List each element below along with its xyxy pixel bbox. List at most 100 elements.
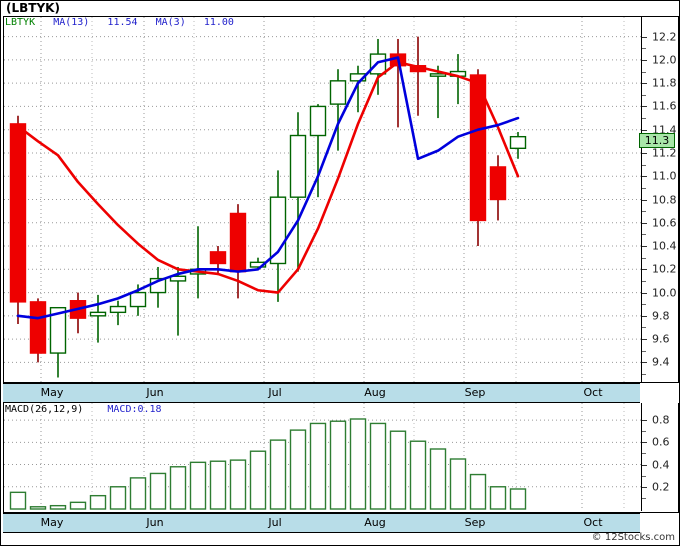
macd-histogram-bar[interactable]	[369, 422, 387, 510]
title-bar: (LBTYK)	[1, 1, 679, 15]
month-label: Oct	[583, 386, 603, 399]
price-tick-mark	[642, 83, 647, 85]
candlestick[interactable]	[89, 294, 107, 343]
month-label: Jun	[146, 386, 164, 399]
price-tick-mark-minor	[642, 374, 646, 375]
macd-tick-mark-minor	[642, 431, 646, 433]
candlestick[interactable]	[189, 226, 207, 299]
macd-histogram-bar[interactable]	[469, 473, 487, 510]
macd-histogram-bar[interactable]	[329, 420, 347, 510]
macd-histogram-bar[interactable]	[349, 418, 367, 510]
macd-histogram-bar[interactable]	[69, 501, 87, 510]
moving-average-line	[16, 60, 520, 294]
macd-legend: MACD(26,12,9) MACD:0.18	[5, 404, 162, 416]
price-tick-mark	[642, 315, 647, 317]
macd-histogram-bar[interactable]	[229, 459, 247, 510]
macd-histogram-bar[interactable]	[49, 504, 67, 510]
candlestick[interactable]	[9, 115, 27, 324]
candlestick[interactable]	[289, 112, 307, 272]
month-label: Jul	[268, 386, 282, 399]
macd-histogram-bar[interactable]	[309, 422, 327, 510]
macd-plot-area[interactable]	[4, 403, 641, 511]
macd-tick-mark	[642, 486, 647, 488]
macd-histogram-bar[interactable]	[149, 472, 167, 510]
macd-histogram-bar[interactable]	[509, 488, 527, 510]
price-tick-mark-minor	[642, 234, 646, 236]
macd-histogram-bar[interactable]	[129, 477, 147, 510]
candlestick[interactable]	[489, 155, 507, 221]
macd-histogram-bar[interactable]	[169, 466, 187, 510]
price-tick-mark	[642, 199, 647, 201]
legend-ma13-label: MA(13)	[53, 17, 90, 28]
candlestick[interactable]	[69, 292, 87, 334]
macd-histogram-bar[interactable]	[489, 486, 507, 510]
macd-histogram-bar[interactable]	[269, 439, 287, 510]
macd-tick-label: 0.8	[652, 413, 670, 427]
price-tick-mark	[642, 339, 647, 341]
candlestick[interactable]	[109, 300, 127, 326]
macd-histogram-bar[interactable]	[89, 494, 107, 510]
month-label: Sep	[464, 386, 486, 399]
macd-panel: 0.8 0.6 0.4 0.2	[3, 403, 679, 513]
macd-histogram-bar[interactable]	[249, 450, 267, 510]
price-tick-mark	[642, 106, 647, 108]
candlestick[interactable]	[249, 257, 267, 270]
price-tick-label: 11.0	[652, 169, 677, 183]
macd-histogram-bar[interactable]	[449, 458, 467, 510]
macd-histogram-bar[interactable]	[189, 461, 207, 510]
macd-histogram-bar[interactable]	[409, 440, 427, 510]
legend-ma3-value: 11.00	[203, 17, 234, 28]
price-tick-mark-minor	[642, 94, 646, 96]
macd-axis: 0.8 0.6 0.4 0.2	[641, 403, 678, 511]
legend-ma3-label: MA(3)	[155, 17, 186, 28]
price-tick-mark-minor	[642, 211, 646, 213]
macd-histogram-bar[interactable]	[9, 491, 27, 510]
candlestick[interactable]	[329, 69, 347, 151]
macd-tick-mark	[642, 442, 647, 444]
price-tick-mark-minor	[642, 164, 646, 166]
moving-average-line	[16, 56, 520, 320]
price-tick-label: 9.4	[652, 355, 670, 369]
candlestick[interactable]	[29, 298, 47, 363]
price-tick-label: 11.2	[652, 146, 677, 160]
price-tick-label: 10.6	[652, 216, 677, 230]
candlestick[interactable]	[149, 266, 167, 308]
legend-symbol: LBTYK	[5, 17, 36, 28]
macd-histogram-bar[interactable]	[29, 506, 47, 510]
candlestick[interactable]	[509, 132, 527, 159]
candlestick[interactable]	[269, 170, 287, 302]
price-plot-area[interactable]	[4, 17, 641, 382]
macd-legend-value: MACD:0.18	[107, 404, 162, 415]
macd-histogram-bar[interactable]	[109, 486, 127, 510]
macd-tick-label: 0.6	[652, 435, 670, 449]
price-tick-label: 10.2	[652, 262, 677, 276]
price-tick-mark	[642, 59, 647, 61]
macd-histogram-bar[interactable]	[289, 429, 307, 510]
candlestick[interactable]	[169, 266, 187, 336]
candlestick[interactable]	[229, 204, 247, 299]
macd-histogram-bar[interactable]	[209, 460, 227, 510]
macd-tick-mark-minor	[642, 453, 646, 455]
price-tick-label: 11.6	[652, 99, 677, 113]
legend-ma13-value: 11.54	[107, 17, 138, 28]
candlestick[interactable]	[409, 36, 427, 116]
month-label: May	[40, 516, 64, 529]
month-label: May	[40, 386, 64, 399]
month-label: Aug	[364, 516, 386, 529]
macd-tick-mark-minor	[642, 497, 646, 499]
current-price-marker: 11.3	[639, 133, 675, 149]
price-tick-label: 11.8	[652, 76, 677, 90]
candlestick[interactable]	[49, 306, 67, 378]
macd-tick-label: 0.2	[652, 480, 670, 494]
candlestick[interactable]	[349, 65, 367, 113]
price-tick-label: 9.6	[652, 332, 670, 346]
macd-histogram-bar[interactable]	[389, 430, 407, 510]
candlestick[interactable]	[309, 104, 327, 198]
copyright-footer: © 12Stocks.com	[591, 532, 675, 543]
candlestick[interactable]	[429, 65, 447, 119]
price-tick-mark-minor	[642, 118, 646, 120]
price-tick-mark-minor	[642, 327, 646, 329]
macd-histogram-bar[interactable]	[429, 448, 447, 510]
candlestick[interactable]	[469, 69, 487, 247]
